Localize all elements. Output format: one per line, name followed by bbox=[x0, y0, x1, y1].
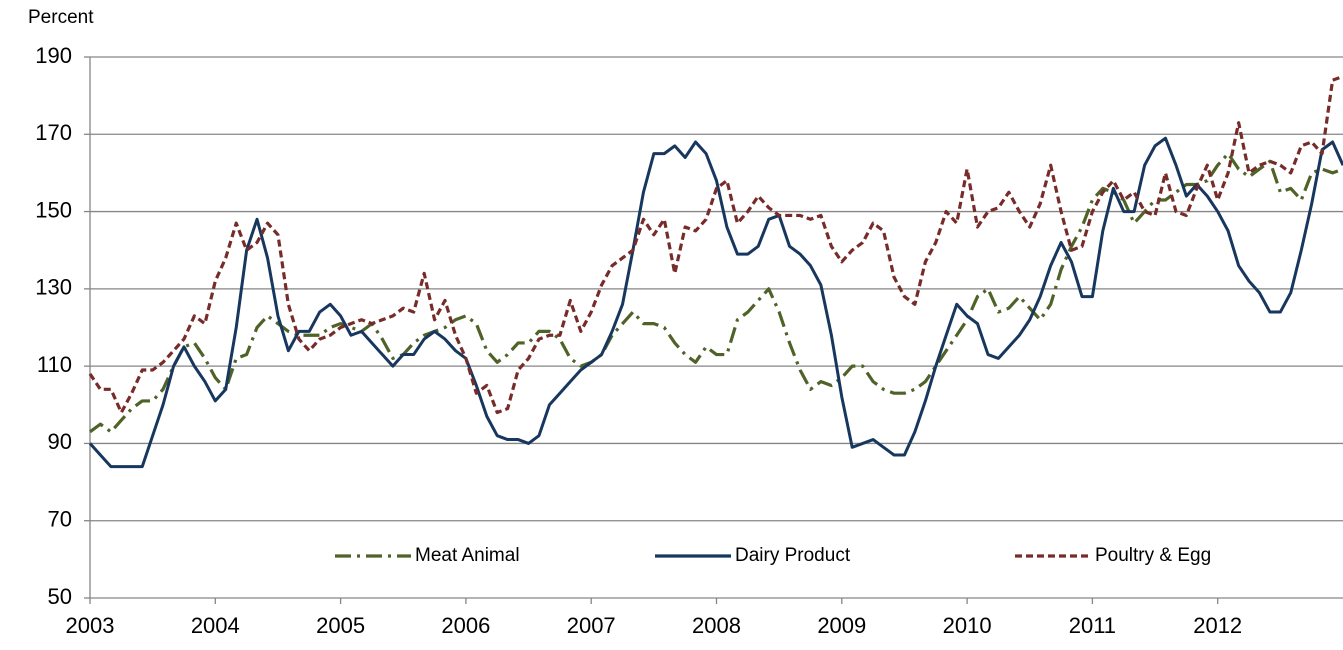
y-tick-label: 90 bbox=[48, 429, 72, 454]
x-tick-label: 2005 bbox=[316, 613, 365, 638]
y-tick-label: 50 bbox=[48, 584, 72, 609]
x-tick-label: 2006 bbox=[441, 613, 490, 638]
series-line bbox=[88, 74, 1343, 415]
legend-label: Meat Animal bbox=[415, 545, 520, 566]
x-tick-label: 2008 bbox=[692, 613, 741, 638]
y-tick-label: 150 bbox=[35, 197, 72, 222]
x-tick-label: 2003 bbox=[66, 613, 115, 638]
series-line bbox=[88, 136, 1343, 469]
legend-label: Dairy Product bbox=[735, 545, 851, 566]
y-tick-label: 170 bbox=[35, 120, 72, 145]
series-line bbox=[89, 152, 1343, 434]
x-tick-label: 2009 bbox=[817, 613, 866, 638]
x-tick-label: 2007 bbox=[567, 613, 616, 638]
x-tick-label: 2010 bbox=[943, 613, 992, 638]
y-axis-label: Percent bbox=[28, 7, 94, 28]
y-tick-label: 130 bbox=[35, 275, 72, 300]
x-tick-label: 2012 bbox=[1193, 613, 1242, 638]
y-tick-label: 110 bbox=[37, 352, 72, 377]
y-tick-label: 70 bbox=[48, 507, 72, 532]
y-tick-label: 190 bbox=[35, 43, 72, 68]
x-tick-label: 2011 bbox=[1069, 613, 1116, 638]
x-tick-label: 2004 bbox=[191, 613, 240, 638]
legend-label: Poultry & Egg bbox=[1095, 545, 1211, 566]
